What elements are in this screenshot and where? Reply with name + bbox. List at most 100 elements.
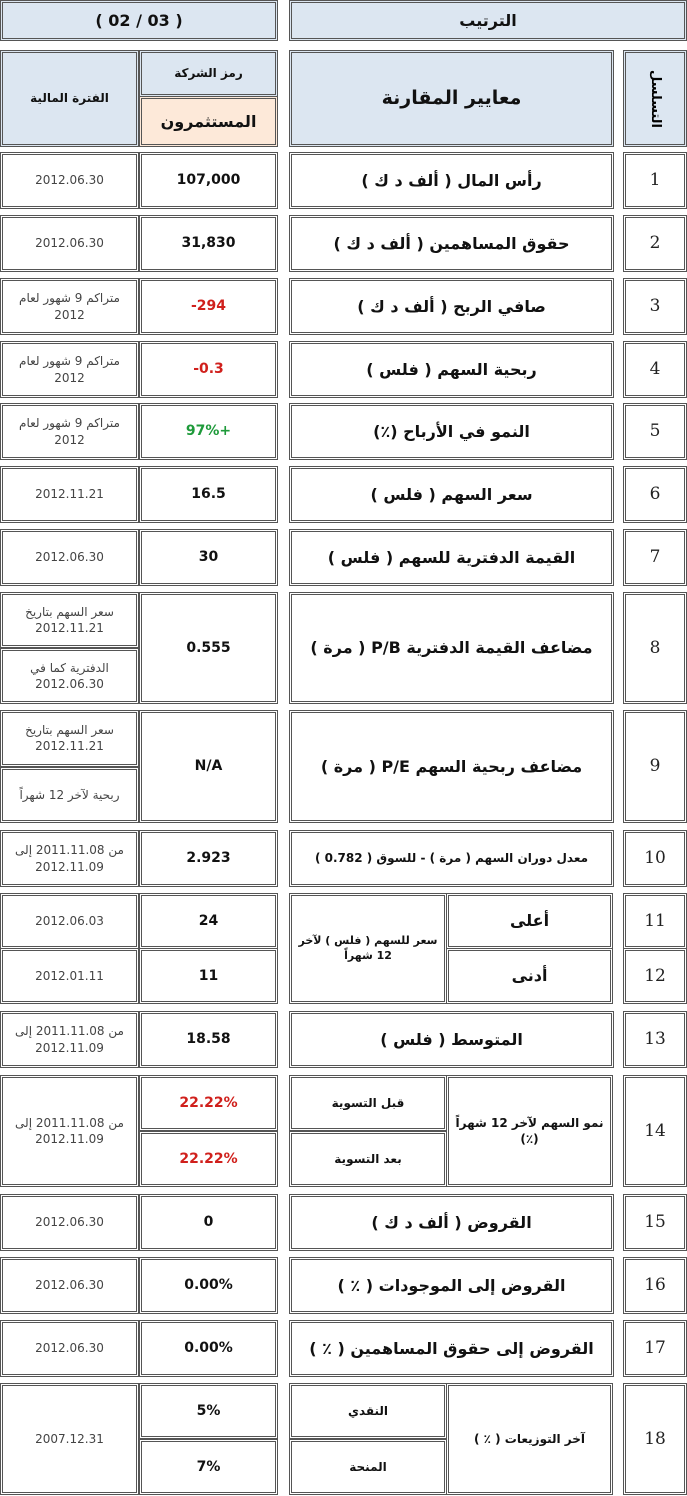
criterion-cell-text: ربحية السهم ( فلس ) — [366, 359, 537, 379]
seq-cell-text: 12 — [644, 965, 666, 986]
value-cell: 16.5 — [139, 466, 278, 523]
period-cell: 2012.11.21 — [0, 466, 139, 523]
group-criterion-text: سعر للسهم ( فلس ) لآخر 12 شهراً — [298, 933, 438, 962]
sub-criterion-top: قبل التسوية — [289, 1075, 447, 1131]
value-cell-text: 2.923 — [186, 850, 231, 867]
period-cell-text: 2007.12.31 — [35, 1431, 104, 1446]
criterion-cell: أعلى — [446, 893, 613, 949]
seq-cell: 8 — [623, 592, 687, 704]
value-cell-text: 0.00% — [184, 1277, 233, 1294]
seq-cell: 7 — [623, 529, 687, 586]
value-cell-text: 11 — [198, 967, 219, 984]
value-cell-top: 5% — [139, 1383, 278, 1439]
seq-cell-text: 17 — [644, 1338, 666, 1359]
period-cell: 2012.06.30 — [0, 152, 139, 209]
seq-cell-text: 9 — [649, 756, 661, 777]
criterion-cell: النمو في الأرباح (٪) — [289, 403, 614, 460]
seq-cell: 2 — [623, 215, 687, 272]
group-criterion: سعر للسهم ( فلس ) لآخر 12 شهراً — [289, 893, 447, 1004]
seq-cell-text: 6 — [649, 484, 661, 505]
period-cell-text: 2012.06.03 — [35, 913, 104, 928]
criterion-cell-text: سعر السهم ( فلس ) — [370, 484, 533, 504]
seq-cell-text: 15 — [644, 1212, 666, 1233]
company-code-header-text: رمز الشركة — [174, 66, 243, 81]
period-cell-text: 2012.06.30 — [35, 1215, 104, 1230]
value-cell: 18.58 — [139, 1011, 278, 1068]
seq-header: التسلسل — [623, 50, 687, 147]
seq-cell-text: 14 — [644, 1120, 666, 1141]
criterion-cell-text: النمو في الأرباح (٪) — [373, 421, 530, 441]
value-cell-text: 0.00% — [184, 1340, 233, 1357]
sub-criterion-bottom: بعد التسوية — [289, 1131, 447, 1187]
criterion-cell-text: مضاعف القيمة الدفترية P/B ( مرة ) — [310, 638, 593, 658]
period-cell-text: 2012.06.30 — [35, 236, 104, 251]
criterion-cell-text: أدنى — [511, 966, 548, 986]
period-cell-text: متراكم 9 شهور لعام 2012 — [19, 354, 120, 385]
seq-cell-text: 4 — [649, 359, 661, 380]
criterion-cell: سعر السهم ( فلس ) — [289, 466, 614, 523]
period-cell: من 2011.11.08 إلى 2012.11.09 — [0, 1075, 139, 1187]
period-cell-text: متراكم 9 شهور لعام 2012 — [19, 416, 120, 447]
period-cell: من 2011.11.08 إلى 2012.11.09 — [0, 1011, 139, 1068]
period-cell: من 2011.11.08 إلى 2012.11.09 — [0, 830, 139, 887]
sub-criterion-bottom: المنحة — [289, 1439, 447, 1495]
ranking-value: ( 03 / 02 ) — [0, 0, 278, 41]
period-cell: متراكم 9 شهور لعام 2012 — [0, 278, 139, 335]
seq-cell: 6 — [623, 466, 687, 523]
period-cell-text: من 2011.11.08 إلى 2012.11.09 — [15, 1024, 124, 1055]
seq-cell-text: 7 — [649, 547, 661, 568]
period-cell-bottom: الدفترية كما في 2012.06.30 — [0, 648, 139, 704]
group-criterion: نمو السهم لآخر 12 شهراً (٪) — [446, 1075, 613, 1187]
sub-criterion-top-text: النقدي — [347, 1403, 389, 1418]
criterion-cell: ربحية السهم ( فلس ) — [289, 341, 614, 398]
value-cell-text: 18.58 — [186, 1031, 231, 1048]
value-cell-text: 0 — [203, 1214, 214, 1231]
value-cell: 0.555 — [139, 592, 278, 704]
criterion-cell-text: القيمة الدفترية للسهم ( فلس ) — [327, 547, 576, 567]
criterion-cell-text: رأس المال ( ألف د ك ) — [361, 170, 542, 190]
period-header: الفترة المالية — [0, 50, 139, 147]
ranking-label: الترتيب — [289, 0, 687, 41]
period-cell-text: متراكم 9 شهور لعام 2012 — [19, 291, 120, 322]
seq-cell: 14 — [623, 1075, 687, 1187]
period-cell-top: سعر السهم بتاريخ 2012.11.21 — [0, 592, 139, 648]
criterion-cell: أدنى — [446, 948, 613, 1004]
value-cell: -0.3 — [139, 341, 278, 398]
sub-criterion-bottom-text: بعد التسوية — [334, 1151, 402, 1166]
value-cell-top: 22.22% — [139, 1075, 278, 1131]
period-cell: 2012.06.30 — [0, 215, 139, 272]
value-cell-bottom: 7% — [139, 1439, 278, 1495]
value-cell-bottom-text: 7% — [196, 1458, 221, 1475]
seq-cell: 10 — [623, 830, 687, 887]
value-cell-bottom-text: 22.22% — [179, 1150, 238, 1167]
period-cell-top: سعر السهم بتاريخ 2012.11.21 — [0, 710, 139, 767]
criterion-cell-text: المتوسط ( فلس ) — [380, 1029, 523, 1049]
value-cell-text: 24 — [198, 912, 219, 929]
period-cell-text: 2012.06.30 — [35, 1341, 104, 1356]
period-cell: 2012.06.30 — [0, 1194, 139, 1251]
criterion-cell-text: مضاعف ربحية السهم P/E ( مرة ) — [320, 756, 583, 776]
sub-criterion-top: النقدي — [289, 1383, 447, 1439]
value-cell-text: 16.5 — [191, 486, 226, 503]
seq-cell: 13 — [623, 1011, 687, 1068]
period-header-text: الفترة المالية — [30, 91, 109, 106]
criterion-cell: القيمة الدفترية للسهم ( فلس ) — [289, 529, 614, 586]
period-cell: متراكم 9 شهور لعام 2012 — [0, 341, 139, 398]
value-cell-text: 0.555 — [186, 639, 231, 656]
seq-cell-text: 3 — [649, 296, 661, 317]
sub-criterion-bottom-text: المنحة — [349, 1459, 387, 1474]
criterion-cell-text: القروض إلى الموجودات ( ٪ ) — [337, 1275, 566, 1295]
criterion-cell: القروض ( ألف د ك ) — [289, 1194, 614, 1251]
value-cell-text: 107,000 — [176, 172, 241, 189]
period-cell-text: 2012.06.30 — [35, 1278, 104, 1293]
criterion-cell: رأس المال ( ألف د ك ) — [289, 152, 614, 209]
criterion-cell-text: أعلى — [509, 911, 550, 931]
value-cell-text: 31,830 — [181, 235, 236, 252]
group-criterion-text: نمو السهم لآخر 12 شهراً (٪) — [455, 1115, 604, 1146]
group-criterion: آخر التوزيعات ( ٪ ) — [446, 1383, 613, 1495]
seq-cell: 15 — [623, 1194, 687, 1251]
company-name-text: المستثمرون — [160, 111, 257, 131]
criterion-cell: معدل دوران السهم ( مرة ) - للسوق ( 0.782… — [289, 830, 614, 887]
ranking-label-text: الترتيب — [459, 10, 517, 30]
period-cell: متراكم 9 شهور لعام 2012 — [0, 403, 139, 460]
